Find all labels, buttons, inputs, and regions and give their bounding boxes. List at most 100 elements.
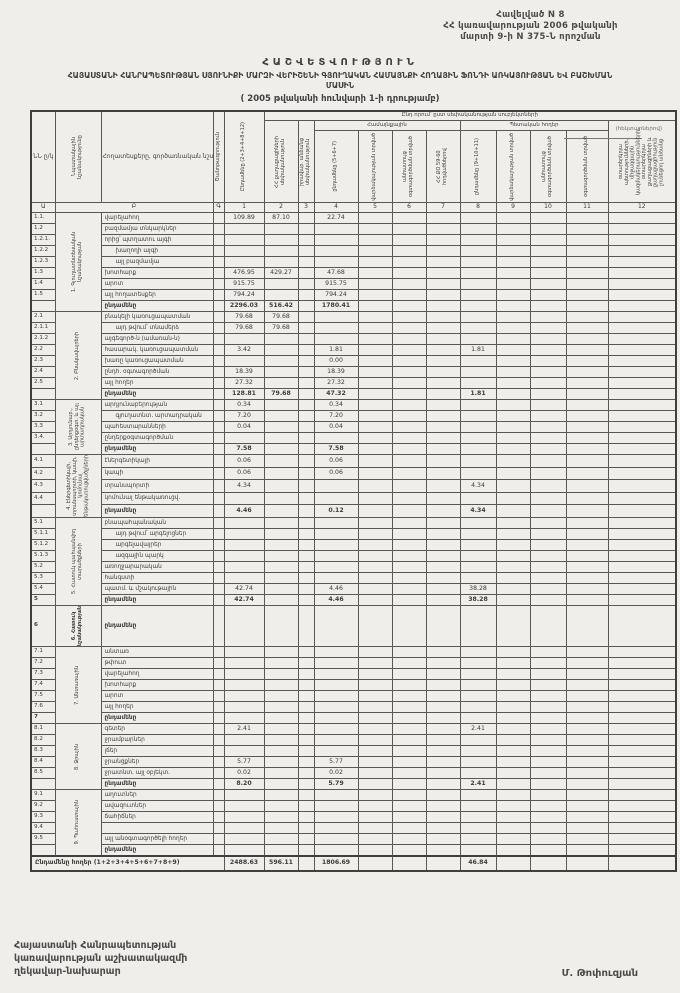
value-cell-c4: 0.04 xyxy=(313,421,359,434)
value-cell-c2 xyxy=(263,745,299,758)
value-cell-c4 xyxy=(313,844,359,857)
section-purpose-label-text: 1. Գյուղատնտեսական նշանակության xyxy=(71,232,83,293)
land-type-label: լճեր xyxy=(100,745,214,758)
value-cell-c11 xyxy=(565,289,609,302)
note-cell xyxy=(212,822,225,835)
value-cell-c7 xyxy=(425,657,461,670)
value-cell-c12 xyxy=(607,538,677,551)
table-row: 1.5 այլ հողատեսքեր 794.24 794.24 xyxy=(30,289,677,302)
value-cell-c11 xyxy=(565,527,609,540)
value-cell-c6 xyxy=(391,491,427,506)
value-cell-c8 xyxy=(459,466,497,481)
value-cell-c8 xyxy=(459,604,497,648)
value-cell-c1 xyxy=(223,734,265,747)
value-cell-c6 xyxy=(391,767,427,780)
value-cell-c7 xyxy=(425,734,461,747)
table-row: 1.1. 1. Գյուղատնտեսական նշանակության վարել… xyxy=(30,212,677,313)
value-cell-c3 xyxy=(297,443,315,456)
value-cell-c4 xyxy=(313,491,359,506)
note-cell xyxy=(212,466,225,481)
land-type-label: որից՝ պտղատու այգի xyxy=(100,234,214,247)
value-cell-c3 xyxy=(297,767,315,780)
row-number: 1.2 xyxy=(30,223,56,236)
value-cell-c11 xyxy=(565,833,609,846)
value-cell-c9 xyxy=(495,571,531,584)
value-cell-c11 xyxy=(565,811,609,824)
value-cell-c6 xyxy=(391,778,427,791)
table-row: 2.3 խառը կառուցապատման 0.00 xyxy=(30,355,677,368)
land-report-table: ՆՆ ը/կ Նպատակային նշանակությունը Հողատեսքե… xyxy=(30,109,678,872)
value-cell-c11 xyxy=(565,593,609,606)
value-cell-c12 xyxy=(607,366,677,379)
value-cell-c10 xyxy=(529,322,567,335)
value-cell-c10 xyxy=(529,377,567,390)
table-row: 8.2 ջրամբարներ xyxy=(30,734,677,747)
row-number: 5.1.2 xyxy=(30,538,56,551)
value-cell-c2 xyxy=(263,245,299,258)
value-cell-c8 xyxy=(459,377,497,390)
land-type-label: այդ թվում՝ արգելոցներ xyxy=(100,527,214,540)
table-row: 2.2 հասարակ. կառուցապատման 3.42 1.81 1.81 xyxy=(30,344,677,357)
value-cell-c4: 7.58 xyxy=(313,443,359,456)
value-cell-c6 xyxy=(391,811,427,824)
value-cell-c11 xyxy=(565,657,609,670)
value-cell-c5 xyxy=(357,333,393,346)
row-number: 8.2 xyxy=(30,734,56,747)
value-cell-c3 xyxy=(297,504,315,518)
value-cell-c10 xyxy=(529,822,567,835)
land-type-label: արոտ xyxy=(100,278,214,291)
value-cell-c8: 1.81 xyxy=(459,388,497,401)
row-number: 9.4 xyxy=(30,822,56,835)
value-cell-c5 xyxy=(357,833,393,846)
table-row: 5.1.2 արգելավայրեր xyxy=(30,538,677,551)
table-row: 4.1 4. Էներգետիկայի, տրանսպորտի, կապի, կո… xyxy=(30,454,677,518)
value-cell-c1 xyxy=(223,549,265,562)
value-cell-c3 xyxy=(297,811,315,824)
value-cell-c4: 18.39 xyxy=(313,366,359,379)
value-cell-c5 xyxy=(357,723,393,736)
value-cell-c2 xyxy=(263,355,299,368)
value-cell-c7 xyxy=(425,355,461,368)
value-cell-c12 xyxy=(607,800,677,813)
row-number: 8.3 xyxy=(30,745,56,758)
value-cell-c8 xyxy=(459,756,497,769)
value-cell-c10 xyxy=(529,778,567,791)
value-cell-c1 xyxy=(223,668,265,681)
value-cell-c3 xyxy=(297,466,315,481)
colnum-8: 8 xyxy=(459,202,497,214)
col-header-community-total: ընդամենը (5+6+7) xyxy=(313,130,359,204)
value-cell-c8 xyxy=(459,421,497,434)
value-cell-c1 xyxy=(223,811,265,824)
value-cell-c8 xyxy=(459,657,497,670)
header-community-span: Համայնքային xyxy=(313,120,461,132)
value-cell-c3 xyxy=(297,234,315,247)
value-cell-c7 xyxy=(425,723,461,736)
value-cell-c2 xyxy=(263,701,299,714)
value-cell-c9 xyxy=(495,399,531,412)
value-cell-c1: 0.04 xyxy=(223,421,265,434)
value-cell-c7 xyxy=(425,466,461,481)
table-row: 1.4 արոտ 915.75 915.75 xyxy=(30,278,677,291)
grand-total-c12 xyxy=(607,854,677,872)
value-cell-c6 xyxy=(391,399,427,412)
value-cell-c5 xyxy=(357,234,393,247)
table-row: 3.3 պահեստարանների 0.04 0.04 xyxy=(30,421,677,434)
table-row: 5.1.1 այդ թվում՝ արգելոցներ xyxy=(30,527,677,540)
value-cell-c5 xyxy=(357,421,393,434)
value-cell-c10 xyxy=(529,560,567,573)
row-number xyxy=(30,844,56,857)
value-cell-c10 xyxy=(529,549,567,562)
value-cell-c5 xyxy=(357,466,393,481)
value-cell-c11 xyxy=(565,668,609,681)
land-type-label: հանգստի xyxy=(100,571,214,584)
value-cell-c8 xyxy=(459,322,497,335)
table-row: 8.3 լճեր xyxy=(30,745,677,758)
value-cell-c3 xyxy=(297,668,315,681)
note-cell xyxy=(212,311,225,324)
note-cell xyxy=(212,504,225,518)
value-cell-c2 xyxy=(263,234,299,247)
note-cell xyxy=(212,267,225,280)
table-row: ընդամենը 128.81 79.68 47.32 1.81 xyxy=(30,388,677,401)
table-row: 1.2.3 այլ բազմամյա xyxy=(30,256,677,269)
grand-total-c8: 46.84 xyxy=(459,854,497,872)
